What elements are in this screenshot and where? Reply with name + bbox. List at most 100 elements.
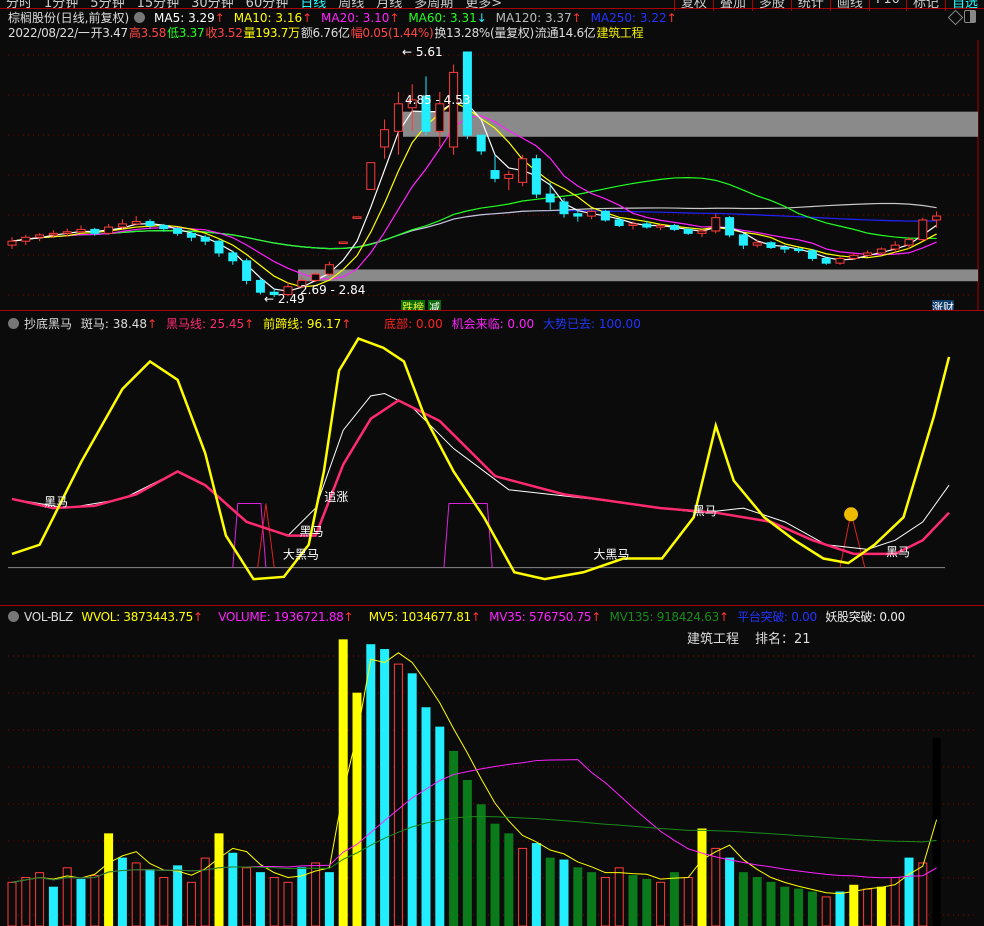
tag-label: 涨财 bbox=[932, 300, 954, 310]
volume-bar bbox=[214, 833, 224, 926]
candle-body bbox=[876, 248, 886, 254]
period-tab[interactable]: 15分钟 bbox=[136, 0, 180, 11]
volume-indicator-name: VOL-BLZ bbox=[24, 610, 73, 624]
tag-bg bbox=[428, 300, 441, 310]
candle-body bbox=[656, 224, 666, 228]
chevron-down-icon[interactable] bbox=[8, 611, 19, 622]
period-tab[interactable]: 日线 bbox=[300, 0, 327, 11]
yaogu-value: 妖股突破: 0.00 bbox=[825, 610, 905, 624]
volume-bar bbox=[932, 737, 941, 926]
jihui-value: 机会来临: 0.00 bbox=[451, 317, 535, 331]
candle-body bbox=[738, 234, 748, 246]
main-chart-header: 棕榈股份(日线,前复权) MA5: 3.29↑ MA10: 3.16↑ MA20… bbox=[8, 9, 682, 26]
candle-body bbox=[490, 170, 500, 179]
low: 低3.37 bbox=[167, 26, 205, 40]
candle-body bbox=[283, 286, 293, 296]
period-tab[interactable]: 月线 bbox=[376, 0, 403, 11]
period-tab[interactable]: 30分钟 bbox=[191, 0, 234, 11]
change: 幅0.05(1.44%) bbox=[350, 26, 434, 40]
candle-body bbox=[559, 201, 569, 215]
volume-bar bbox=[849, 884, 859, 926]
period-tab[interactable]: 5分钟 bbox=[90, 0, 125, 11]
arrow-up-icon: ↑ bbox=[389, 11, 400, 25]
candle-body bbox=[366, 162, 376, 190]
arrow-up-icon: ↑ bbox=[341, 317, 352, 331]
candle-body bbox=[697, 230, 707, 234]
toolbar-button[interactable]: 画线 bbox=[829, 0, 869, 11]
pingtai-value: 平台突破: 0.00 bbox=[737, 610, 817, 624]
mv135-line bbox=[11, 816, 937, 883]
candle-body bbox=[393, 103, 403, 132]
arrow-down-icon: ↓ bbox=[476, 11, 487, 25]
period-tab[interactable]: 分时 bbox=[6, 0, 33, 11]
toolbar-button[interactable]: 复权 bbox=[673, 0, 713, 11]
volume-bar bbox=[476, 804, 486, 926]
volume-bar bbox=[159, 877, 169, 926]
period-tab[interactable]: 60分钟 bbox=[245, 0, 289, 11]
period-tab[interactable]: 多周期 bbox=[414, 0, 454, 11]
toolbar-right: 复权叠加多股统计画线F10标记自选 bbox=[673, 0, 984, 11]
date: 2022/08/22/一 bbox=[8, 26, 90, 40]
panel-toggle-icon[interactable] bbox=[964, 10, 976, 23]
volume-bar bbox=[131, 862, 141, 926]
support-zone bbox=[298, 269, 978, 282]
candlestick-chart[interactable]: ← 5.61 ← 2.49 4.85 - 4.53 2.69 - 2.84 跌榜减 涨财 bbox=[0, 0, 984, 310]
chevron-down-icon[interactable] bbox=[8, 318, 19, 329]
volume-bar bbox=[117, 857, 127, 926]
dashi-value: 大势已去: 100.00 bbox=[542, 317, 641, 331]
volume-bar bbox=[297, 867, 307, 926]
ma250-line bbox=[11, 209, 937, 250]
volume-bar bbox=[628, 875, 638, 926]
toolbar-button[interactable]: 多股 bbox=[751, 0, 791, 11]
volume-bar bbox=[393, 663, 403, 926]
sector-link[interactable]: 建筑工程 bbox=[596, 26, 644, 40]
candle-body bbox=[614, 219, 624, 226]
volume-value: VOLUME: 1936721.88 bbox=[218, 610, 344, 624]
candle-body bbox=[904, 239, 914, 246]
toolbar-button[interactable]: 统计 bbox=[790, 0, 830, 11]
toolbar-button[interactable]: 叠加 bbox=[712, 0, 752, 11]
volume-bar bbox=[766, 881, 776, 926]
volume-chart[interactable] bbox=[0, 626, 984, 926]
arrow-up-icon: ↑ bbox=[718, 610, 729, 624]
toolbar-button[interactable]: F10 bbox=[868, 0, 906, 11]
candle-body bbox=[421, 95, 431, 132]
candle-body bbox=[504, 173, 514, 179]
candle-body bbox=[21, 236, 31, 242]
volume-bar bbox=[545, 857, 555, 926]
period-tab[interactable]: 更多> bbox=[465, 0, 503, 11]
chevron-down-icon[interactable] bbox=[134, 12, 146, 23]
volume-bar bbox=[76, 878, 86, 926]
volume-bar bbox=[352, 692, 362, 926]
volume-sector: 建筑工程 bbox=[687, 632, 740, 647]
candle-body bbox=[711, 217, 721, 232]
signal-label: 大黑马 bbox=[283, 548, 319, 562]
candle-body bbox=[76, 228, 86, 233]
candle-body bbox=[683, 228, 693, 234]
signal-step bbox=[232, 503, 267, 568]
candle-body bbox=[835, 257, 845, 264]
arrow-up-icon: ↑ bbox=[244, 317, 255, 331]
candle-body bbox=[545, 193, 555, 203]
arrow-up-icon: ↑ bbox=[470, 610, 481, 624]
toolbar-button[interactable]: 自选 bbox=[944, 0, 984, 11]
volume-bar bbox=[324, 872, 334, 926]
candle-body bbox=[62, 231, 72, 234]
turnover: 换13.28%(量复权) bbox=[434, 26, 534, 40]
signal-label: 追涨 bbox=[324, 489, 348, 504]
volume-bar bbox=[421, 707, 431, 926]
zone-top-label: 4.85 - 4.53 bbox=[405, 93, 470, 107]
candle-body bbox=[380, 129, 390, 148]
period-tab[interactable]: 1分钟 bbox=[44, 0, 79, 11]
candle-body bbox=[297, 279, 307, 288]
toolbar-button[interactable]: 标记 bbox=[905, 0, 945, 11]
period-toolbar: 分时 1分钟 5分钟 15分钟 30分钟 60分钟 日线 周线 月线 多周期 更多> 复权 叠加 多股 统计… bbox=[0, 0, 984, 11]
candle-body bbox=[794, 248, 804, 252]
stock-title: 棕榈股份(日线,前复权) bbox=[8, 11, 130, 25]
period-tab[interactable]: 周线 bbox=[338, 0, 365, 11]
candle-body bbox=[214, 240, 224, 254]
ma20-value: MA20: 3.10 bbox=[321, 11, 390, 25]
ma120-value: MA120: 3.37 bbox=[495, 11, 572, 25]
candle-body bbox=[518, 158, 528, 183]
